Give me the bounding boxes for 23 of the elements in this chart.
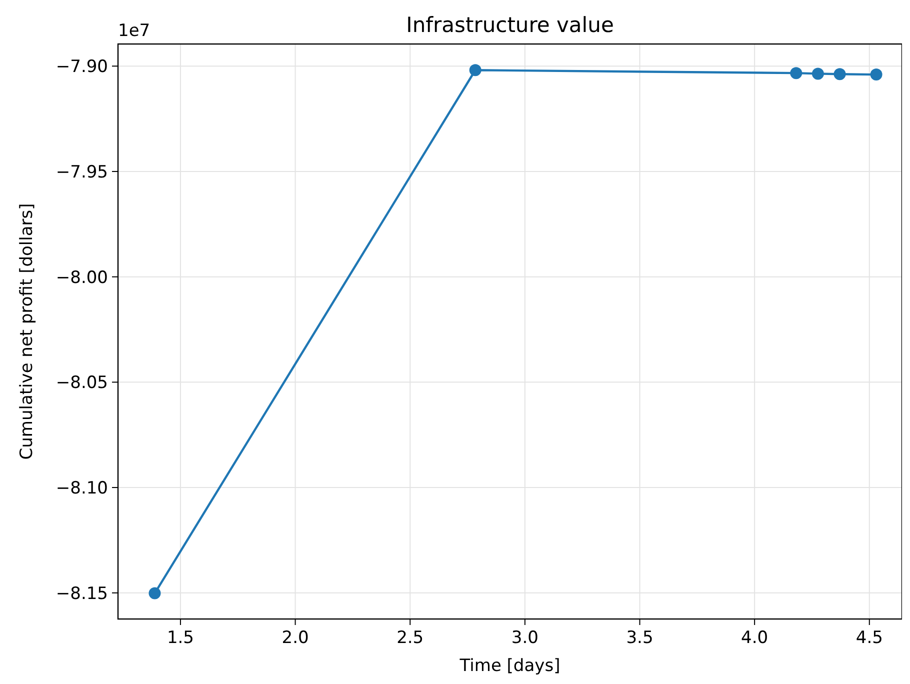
point (870, 68, 882, 81)
x-tick-label: 2.0 (282, 628, 309, 648)
y-tick-label: −8.00 (56, 268, 108, 288)
chart-title: Infrastructure value (406, 13, 614, 37)
y-tick-label: −7.95 (56, 162, 108, 182)
x-axis-title: Time [days] (458, 656, 560, 676)
text: 1e7 (118, 21, 150, 41)
x-tick-label: 3.5 (626, 628, 654, 648)
point (812, 68, 824, 80)
point (834, 68, 846, 80)
y-axis-title: Cumulative net profit [dollars] (17, 203, 37, 460)
x-tick-label: 4.5 (856, 628, 883, 648)
y-tick-label: −8.15 (56, 584, 108, 604)
point (148, 587, 161, 600)
y-tick-label: −8.10 (56, 478, 108, 498)
x-tick-label: 4.0 (741, 628, 768, 648)
point (469, 64, 482, 76)
x-tick-label: 2.5 (396, 628, 424, 648)
x-tick-label: 3.0 (511, 628, 538, 648)
y-tick-label: −8.05 (56, 373, 108, 394)
point (790, 67, 802, 80)
x-tick-label: 1.5 (166, 628, 194, 648)
y-tick-label: −7.90 (56, 57, 108, 78)
